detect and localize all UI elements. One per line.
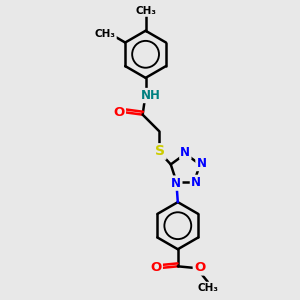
Text: O: O — [150, 261, 162, 274]
Text: N: N — [196, 157, 206, 170]
Text: CH₃: CH₃ — [95, 29, 116, 39]
Text: CH₃: CH₃ — [135, 6, 156, 16]
Text: O: O — [113, 106, 125, 119]
Text: NH: NH — [141, 89, 161, 102]
Text: S: S — [155, 145, 165, 158]
Text: N: N — [191, 176, 201, 189]
Text: N: N — [180, 146, 190, 159]
Text: O: O — [194, 261, 205, 274]
Text: N: N — [171, 177, 181, 190]
Text: CH₃: CH₃ — [197, 283, 218, 293]
